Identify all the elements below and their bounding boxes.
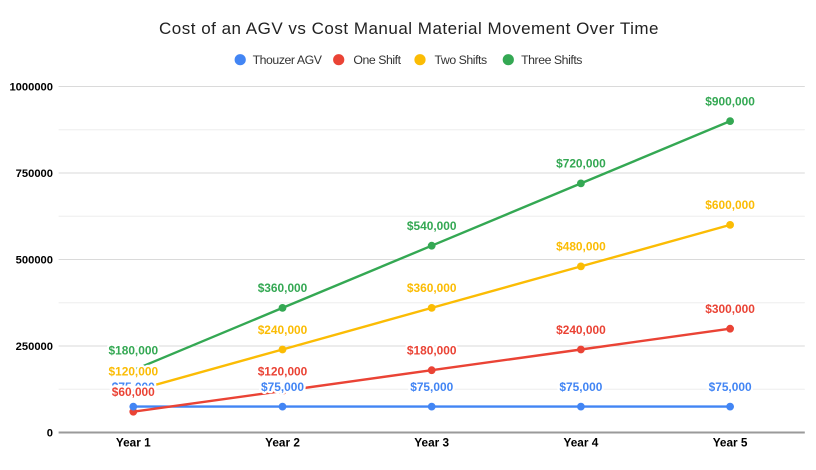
svg-text:$120,000: $120,000 [108, 364, 158, 378]
svg-text:0: 0 [47, 428, 53, 440]
svg-text:$75,000: $75,000 [112, 380, 155, 394]
svg-text:1000000: 1000000 [9, 82, 53, 94]
svg-text:Year 4: Year 4 [564, 436, 599, 450]
svg-text:$900,000: $900,000 [705, 94, 755, 108]
svg-text:$120,000: $120,000 [258, 364, 308, 378]
svg-text:$720,000: $720,000 [556, 157, 606, 171]
svg-text:250000: 250000 [16, 341, 53, 353]
svg-text:$75,000: $75,000 [261, 380, 304, 394]
svg-text:$540,000: $540,000 [407, 219, 457, 233]
svg-text:$360,000: $360,000 [407, 281, 457, 295]
svg-text:One Shift: One Shift [353, 53, 401, 67]
svg-text:$480,000: $480,000 [556, 240, 606, 254]
svg-text:Year 1: Year 1 [116, 436, 151, 450]
svg-text:Year 5: Year 5 [713, 436, 748, 450]
svg-text:Thouzer AGV: Thouzer AGV [253, 53, 323, 67]
svg-text:$240,000: $240,000 [556, 323, 606, 337]
svg-text:$75,000: $75,000 [559, 380, 602, 394]
svg-text:Cost of an AGV vs Cost Manual: Cost of an AGV vs Cost Manual Material M… [159, 19, 659, 38]
svg-text:$60,000: $60,000 [112, 385, 155, 399]
svg-text:$75,000: $75,000 [709, 380, 752, 394]
svg-text:$240,000: $240,000 [258, 323, 308, 337]
svg-text:500000: 500000 [16, 255, 53, 267]
svg-text:750000: 750000 [16, 168, 53, 180]
svg-text:Year 3: Year 3 [414, 436, 449, 450]
svg-text:$360,000: $360,000 [258, 281, 308, 295]
svg-text:Year 2: Year 2 [265, 436, 300, 450]
svg-text:$600,000: $600,000 [705, 198, 755, 212]
svg-text:Three Shifts: Three Shifts [521, 53, 582, 67]
svg-text:$75,000: $75,000 [410, 380, 453, 394]
svg-text:$180,000: $180,000 [108, 344, 158, 358]
svg-text:Two Shifts: Two Shifts [435, 53, 488, 67]
svg-text:$180,000: $180,000 [407, 344, 457, 358]
svg-text:$300,000: $300,000 [705, 302, 755, 316]
